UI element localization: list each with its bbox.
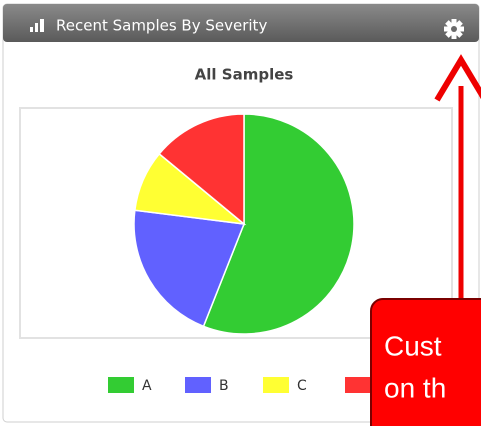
legend-swatch: [263, 377, 289, 393]
arrow-head: [434, 54, 481, 102]
chart-title: All Samples: [195, 66, 294, 84]
legend: A B C: [108, 377, 371, 394]
callout-box: [370, 298, 481, 426]
legend-swatch: [108, 377, 134, 393]
legend-label: A: [142, 378, 152, 394]
callout-text: on th: [384, 372, 446, 403]
panel-title: Recent Samples By Severity: [56, 17, 267, 35]
legend-label: C: [297, 378, 307, 394]
legend-swatch: [345, 377, 371, 393]
pie-slice: [158, 113, 245, 226]
pie: [133, 113, 355, 335]
legend-swatch: [185, 377, 211, 393]
pie-slice: [133, 209, 246, 328]
legend-label: B: [219, 378, 229, 394]
panel-header: [3, 4, 479, 42]
settings-icon[interactable]: [444, 19, 464, 39]
callout-text: Cust: [384, 330, 442, 361]
pie-slice: [202, 113, 355, 335]
signal-icon: [30, 19, 44, 32]
